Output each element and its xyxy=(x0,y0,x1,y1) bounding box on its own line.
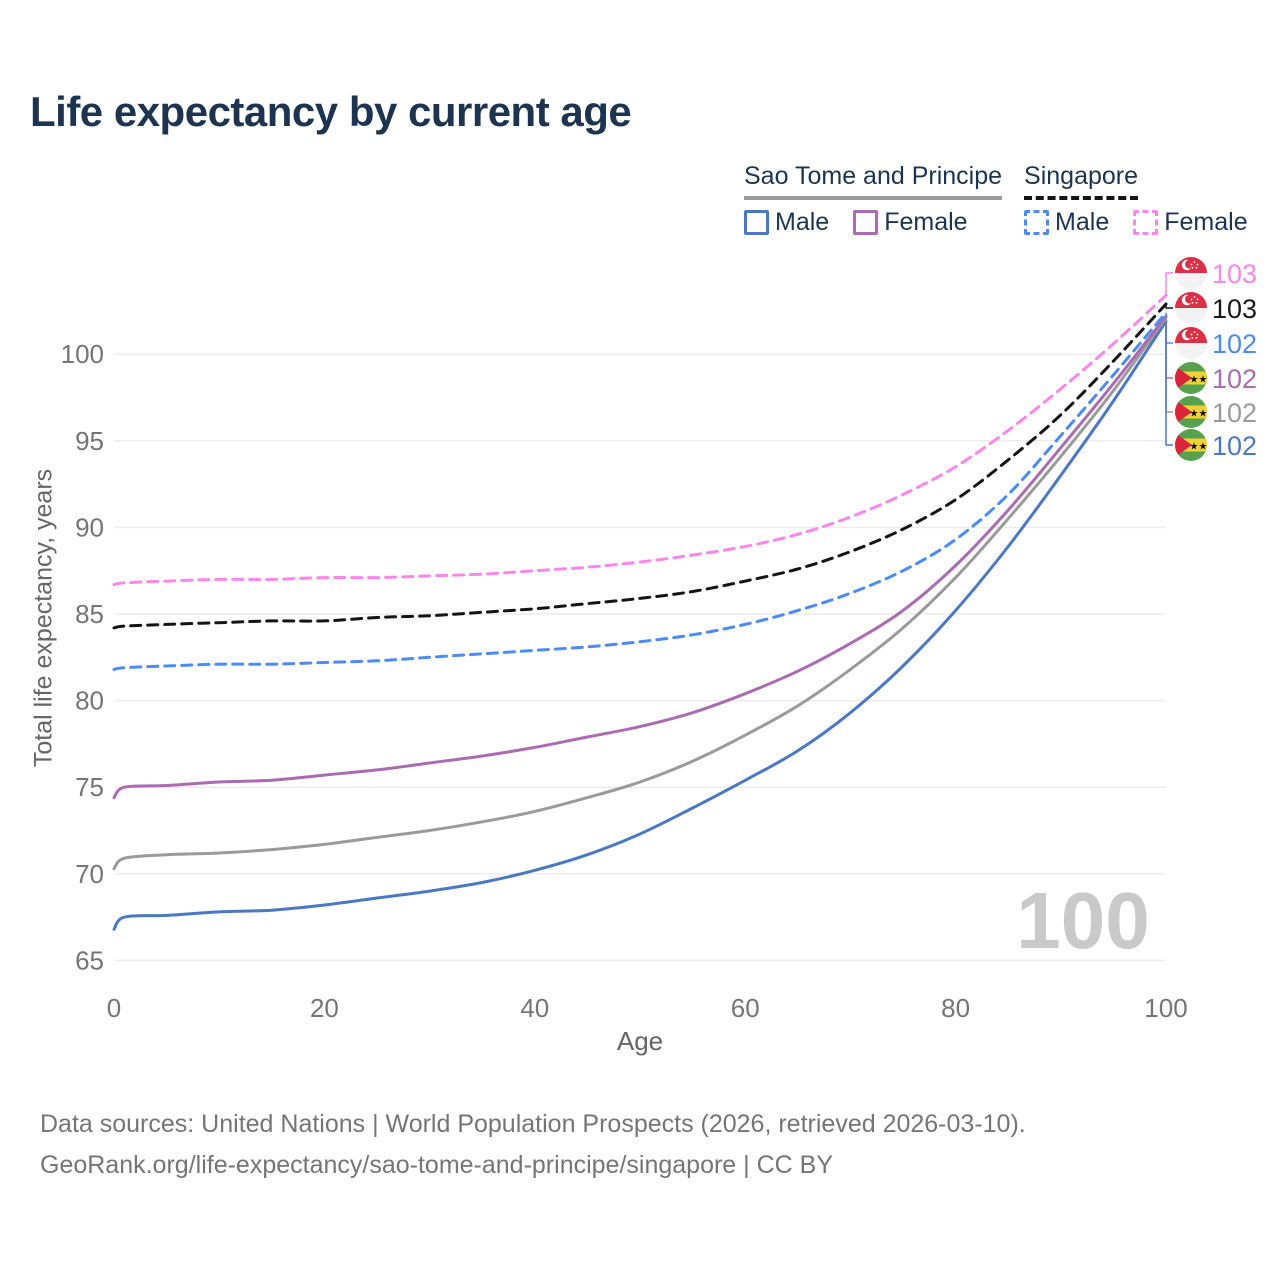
end-value-label: 102 xyxy=(1212,398,1257,428)
end-label-leader-line xyxy=(1165,321,1173,446)
x-tick-label: 100 xyxy=(1144,993,1187,1023)
footer: Data sources: United Nations | World Pop… xyxy=(40,1104,1026,1186)
svg-text:★★: ★★ xyxy=(1190,375,1208,386)
flag-icon-singapore xyxy=(1175,327,1207,359)
series-line-sao-tome-and-principe-female[interactable] xyxy=(112,314,1168,800)
end-label-leader-line xyxy=(1165,304,1173,309)
end-label-leader-line xyxy=(1165,316,1173,379)
x-tick-label: 20 xyxy=(310,993,339,1023)
y-tick-label: 90 xyxy=(75,512,104,542)
y-tick-label: 80 xyxy=(75,686,104,716)
svg-text:★★: ★★ xyxy=(1190,409,1208,420)
series-line-singapore-both-sexes[interactable] xyxy=(112,302,1168,630)
flag-icon-sao-tome-and-principe: ★★ xyxy=(1175,396,1207,428)
legend-item-sg-male[interactable]: Male xyxy=(1024,208,1109,237)
end-value-label: 102 xyxy=(1212,431,1257,461)
x-tick-label: 80 xyxy=(941,993,970,1023)
legend-item-stp-female[interactable]: Female xyxy=(853,208,968,237)
flag-icon-sao-tome-and-principe: ★★ xyxy=(1175,362,1207,394)
legend-group-singapore: Singapore Male Female xyxy=(1024,162,1248,237)
stp-female-swatch-icon xyxy=(853,210,879,235)
sg-female-swatch-icon xyxy=(1133,210,1159,235)
end-value-label: 103 xyxy=(1212,259,1257,289)
end-value-label: 103 xyxy=(1212,294,1257,324)
legend-label: Female xyxy=(1164,208,1248,236)
georank-link[interactable]: GeoRank.org/life-expectancy/sao-tome-and… xyxy=(40,1151,833,1179)
x-axis-title: Age xyxy=(617,1026,663,1056)
y-tick-label: 70 xyxy=(75,859,104,889)
legend-country-singapore[interactable]: Singapore xyxy=(1024,162,1139,200)
flag-icon-singapore xyxy=(1175,292,1207,324)
data-sources-line: Data sources: United Nations | World Pop… xyxy=(40,1110,1026,1138)
y-tick-label: 95 xyxy=(75,426,104,456)
legend-item-sg-female[interactable]: Female xyxy=(1133,208,1248,237)
legend-label: Male xyxy=(1055,208,1110,236)
end-value-label: 102 xyxy=(1212,329,1257,359)
sg-male-swatch-icon xyxy=(1024,210,1050,235)
end-value-label: 102 xyxy=(1212,364,1257,394)
stp-male-swatch-icon xyxy=(744,210,769,235)
legend-label: Male xyxy=(775,208,830,236)
series-line-singapore-male[interactable] xyxy=(112,311,1168,671)
x-tick-label: 60 xyxy=(731,993,760,1023)
series-line-sao-tome-and-principe-both-sexes[interactable] xyxy=(112,316,1168,871)
y-tick-label: 75 xyxy=(75,772,104,802)
page-title: Life expectancy by current age xyxy=(30,88,632,135)
legend-item-stp-male[interactable]: Male xyxy=(744,208,829,237)
legend-country-sao-tome[interactable]: Sao Tome and Principe xyxy=(744,162,1003,200)
series-line-sao-tome-and-principe-male[interactable] xyxy=(112,319,1168,931)
legend-label: Female xyxy=(884,208,968,236)
series-line-singapore-female[interactable] xyxy=(112,293,1168,587)
y-tick-label: 85 xyxy=(75,599,104,629)
hover-age-watermark: 100 xyxy=(1016,876,1149,965)
end-label-leader-line xyxy=(1165,272,1173,296)
x-tick-label: 0 xyxy=(107,993,121,1023)
flag-icon-sao-tome-and-principe: ★★ xyxy=(1175,429,1207,461)
legend: Sao Tome and Principe Male Female Singap… xyxy=(744,162,1248,237)
legend-group-sao-tome: Sao Tome and Principe Male Female xyxy=(744,162,1003,237)
y-tick-label: 65 xyxy=(75,945,104,975)
end-label-leader-line xyxy=(1165,317,1173,413)
x-tick-label: 40 xyxy=(520,993,549,1023)
flag-icon-singapore xyxy=(1175,257,1207,289)
svg-text:★★: ★★ xyxy=(1190,442,1208,453)
y-tick-label: 100 xyxy=(61,339,104,369)
